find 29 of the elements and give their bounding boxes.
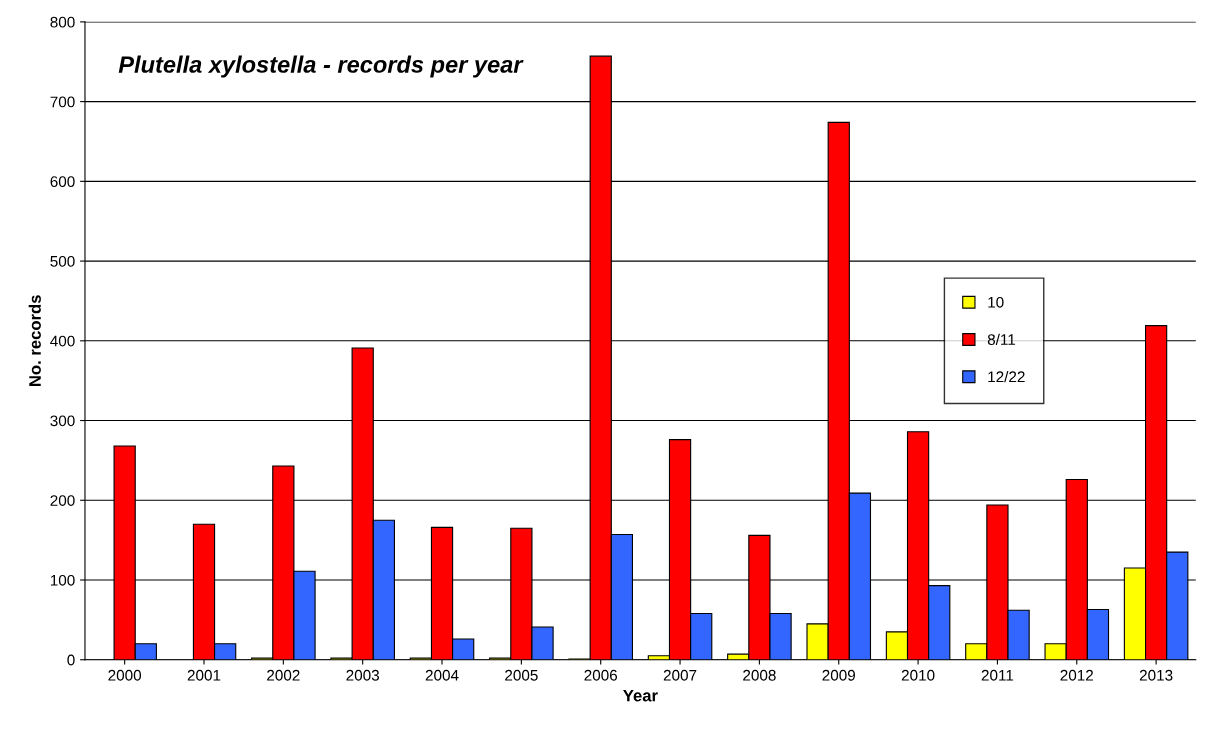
legend-label: 12/22 [988,370,1025,383]
y-tick-label: 0 [67,654,75,666]
x-tick-label: 2011 [981,669,1014,681]
text: Plutella xylostella - records per year [118,55,524,78]
legend-label: 10 [988,296,1004,308]
y-tick-label: 800 [50,16,75,28]
y-tick-label: 400 [50,335,75,347]
x-tick-label: 2009 [822,669,856,681]
x-tick-label: 2013 [1139,669,1173,681]
y-tick-label: 500 [50,255,75,267]
x-tick-label: 2012 [1060,669,1093,681]
x-tick-label: 2006 [584,669,618,681]
y-tick-label: 200 [50,495,75,506]
x-tick-label: 2002 [267,669,300,681]
x-tick-label: 2007 [663,669,697,681]
x-tick-label: 2001 [187,669,221,681]
x-tick-label: 2008 [743,669,776,681]
y-tick-label: 600 [50,176,75,188]
x-tick-label: 2005 [505,669,538,681]
x-tick-label: 2010 [901,669,935,681]
x-tick-label: 2000 [108,669,142,681]
y-tick-label: 100 [50,574,75,586]
y-tick-label: 300 [50,415,75,427]
x-axis-title: Year [623,689,658,702]
y-tick-label: 700 [50,96,75,108]
x-tick-label: 2004 [425,669,459,681]
x-tick-label: 2003 [346,669,380,681]
legend-label: 8/11 [987,333,1016,345]
y-axis-title: No. records [28,295,41,386]
